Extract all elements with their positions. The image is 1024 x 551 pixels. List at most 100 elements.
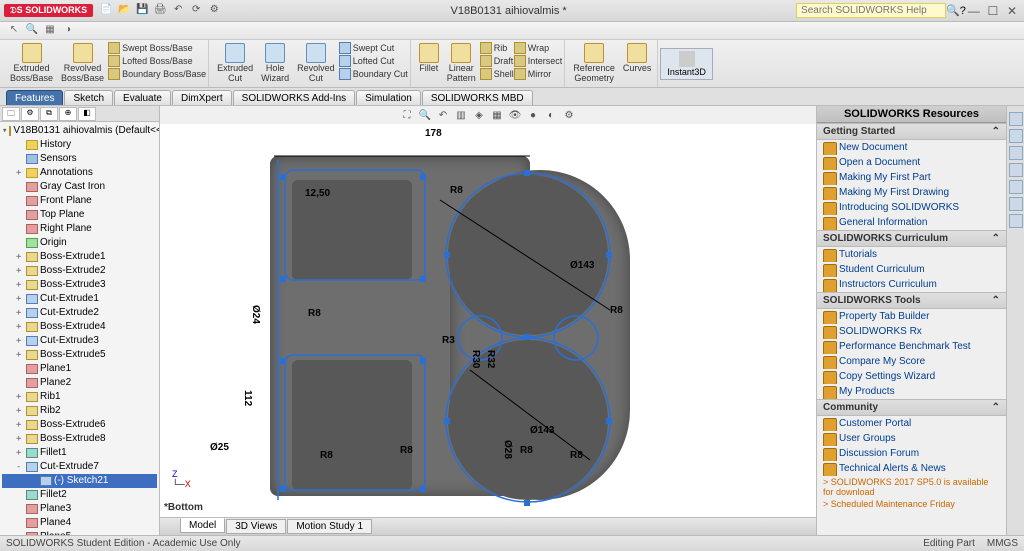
feature-tree[interactable]: ▾V18B0131 aihiovalmis (Default<<D Histor…: [0, 122, 159, 535]
boundary-boss-button[interactable]: Boundary Boss/Base: [108, 68, 206, 80]
tree-node[interactable]: +Cut-Extrude3: [2, 334, 157, 348]
tree-node[interactable]: +Fillet1: [2, 446, 157, 460]
dim-d24[interactable]: Ø24: [250, 305, 261, 324]
dim-r8g[interactable]: R8: [400, 445, 413, 456]
close-icon[interactable]: ✕: [1004, 4, 1020, 18]
view-settings-icon[interactable]: ⚙: [562, 110, 576, 121]
resource-link[interactable]: SOLIDWORKS Rx: [817, 324, 1006, 339]
dim-r8c[interactable]: R8: [610, 305, 623, 316]
resource-link[interactable]: Technical Alerts & News: [817, 461, 1006, 476]
tab-motionstudy[interactable]: Motion Study 1: [287, 519, 372, 534]
tree-node[interactable]: Plane3: [2, 502, 157, 516]
resource-link[interactable]: Property Tab Builder: [817, 309, 1006, 324]
dim-r8e[interactable]: R8: [320, 450, 333, 461]
status-units[interactable]: MMGS: [987, 538, 1018, 549]
draft-button[interactable]: Draft: [480, 55, 514, 67]
dim-r8a[interactable]: R8: [308, 308, 321, 319]
news-item[interactable]: > Scheduled Maintenance Friday: [817, 498, 1006, 510]
section-view-icon[interactable]: ▥: [454, 110, 468, 121]
resource-link[interactable]: My Products: [817, 384, 1006, 399]
tree-node[interactable]: Front Plane: [2, 194, 157, 208]
file-explorer-icon[interactable]: [1009, 146, 1023, 160]
revolved-cut-button[interactable]: Revolved Cut: [293, 42, 339, 85]
minimize-icon[interactable]: —: [966, 4, 982, 18]
dim-178[interactable]: 178: [425, 128, 442, 139]
tab-mbd[interactable]: SOLIDWORKS MBD: [422, 90, 533, 105]
tree-node[interactable]: Top Plane: [2, 208, 157, 222]
dim-d143[interactable]: Ø143: [570, 260, 594, 271]
dim-r30[interactable]: R30: [470, 350, 481, 368]
section-community[interactable]: Community⌃: [817, 399, 1006, 416]
dim-112[interactable]: 112: [242, 390, 253, 406]
rib-button[interactable]: Rib: [480, 42, 514, 54]
resource-link[interactable]: Instructors Curriculum: [817, 277, 1006, 292]
resource-link[interactable]: User Groups: [817, 431, 1006, 446]
save-icon[interactable]: 💾: [135, 4, 149, 18]
dim-r8d[interactable]: R8: [570, 450, 583, 461]
resources-tab-icon[interactable]: [1009, 112, 1023, 126]
help-search-input[interactable]: [796, 3, 946, 18]
open-icon[interactable]: 📂: [117, 4, 131, 18]
new-icon[interactable]: 📄: [99, 4, 113, 18]
dim-d25[interactable]: Ø25: [210, 442, 229, 453]
tree-node[interactable]: +Boss-Extrude8: [2, 432, 157, 446]
intersect-button[interactable]: Intersect: [514, 55, 563, 67]
tree-node[interactable]: Plane2: [2, 376, 157, 390]
resource-link[interactable]: Open a Document: [817, 155, 1006, 170]
maximize-icon[interactable]: ☐: [985, 4, 1001, 18]
tab-addins[interactable]: SOLIDWORKS Add-Ins: [233, 90, 355, 105]
tree-node[interactable]: +Boss-Extrude1: [2, 250, 157, 264]
section-getting-started[interactable]: Getting Started⌃: [817, 123, 1006, 140]
tab-features[interactable]: Features: [6, 90, 63, 105]
section-tools[interactable]: SOLIDWORKS Tools⌃: [817, 292, 1006, 309]
tab-simulation[interactable]: Simulation: [356, 90, 421, 105]
view-orient-icon[interactable]: ◈: [472, 110, 486, 121]
tree-node[interactable]: Fillet2: [2, 488, 157, 502]
tree-node[interactable]: Sensors: [2, 152, 157, 166]
resource-link[interactable]: Making My First Drawing: [817, 185, 1006, 200]
tree-node[interactable]: +Cut-Extrude1: [2, 292, 157, 306]
resource-link[interactable]: Copy Settings Wizard: [817, 369, 1006, 384]
feature-manager-tab[interactable]: 🗀: [2, 107, 20, 121]
news-item[interactable]: > SOLIDWORKS 2017 SP5.0 is available for…: [817, 476, 1006, 498]
tree-node[interactable]: +Boss-Extrude5: [2, 348, 157, 362]
resource-link[interactable]: Performance Benchmark Test: [817, 339, 1006, 354]
dim-r32[interactable]: R32: [485, 350, 496, 368]
wrap-button[interactable]: Wrap: [514, 42, 563, 54]
tree-node[interactable]: -Cut-Extrude7: [2, 460, 157, 474]
curves-button[interactable]: Curves: [619, 42, 656, 85]
custom-props-icon[interactable]: [1009, 197, 1023, 211]
shell-button[interactable]: Shell: [480, 68, 514, 80]
lofted-cut-button[interactable]: Lofted Cut: [339, 55, 408, 67]
tree-node[interactable]: (-) Sketch21: [2, 474, 157, 488]
tree-node[interactable]: +Boss-Extrude3: [2, 278, 157, 292]
design-library-icon[interactable]: [1009, 129, 1023, 143]
swept-cut-button[interactable]: Swept Cut: [339, 42, 408, 54]
resource-link[interactable]: Student Curriculum: [817, 262, 1006, 277]
resource-link[interactable]: Customer Portal: [817, 416, 1006, 431]
resource-link[interactable]: Discussion Forum: [817, 446, 1006, 461]
scene-icon[interactable]: ◐: [544, 110, 558, 121]
tree-node[interactable]: Right Plane: [2, 222, 157, 236]
tab-dimxpert[interactable]: DimXpert: [172, 90, 232, 105]
display-style-icon[interactable]: ▦: [490, 110, 504, 121]
linear-pattern-button[interactable]: Linear Pattern: [443, 42, 480, 85]
view-icon[interactable]: ▦: [42, 24, 58, 38]
extruded-boss-button[interactable]: Extruded Boss/Base: [6, 42, 57, 85]
resource-link[interactable]: Tutorials: [817, 247, 1006, 262]
tree-root[interactable]: ▾V18B0131 aihiovalmis (Default<<D: [2, 124, 157, 138]
dimxpert-manager-tab[interactable]: ⊕: [59, 107, 77, 121]
reference-geometry-button[interactable]: Reference Geometry: [569, 42, 619, 85]
tree-node[interactable]: +Cut-Extrude2: [2, 306, 157, 320]
config-manager-tab[interactable]: ⧉: [40, 107, 58, 121]
appearances-icon[interactable]: [1009, 180, 1023, 194]
tree-node[interactable]: Origin: [2, 236, 157, 250]
tree-node[interactable]: Plane1: [2, 362, 157, 376]
tree-node[interactable]: Plane4: [2, 516, 157, 530]
print-icon[interactable]: 🖨: [153, 4, 167, 18]
hide-show-icon[interactable]: 👁: [508, 110, 522, 121]
dim-r3[interactable]: R3: [442, 335, 455, 346]
rebuild-icon[interactable]: ⟳: [189, 4, 203, 18]
tree-node[interactable]: +Rib1: [2, 390, 157, 404]
zoom-fit-icon[interactable]: ⛶: [400, 110, 414, 121]
